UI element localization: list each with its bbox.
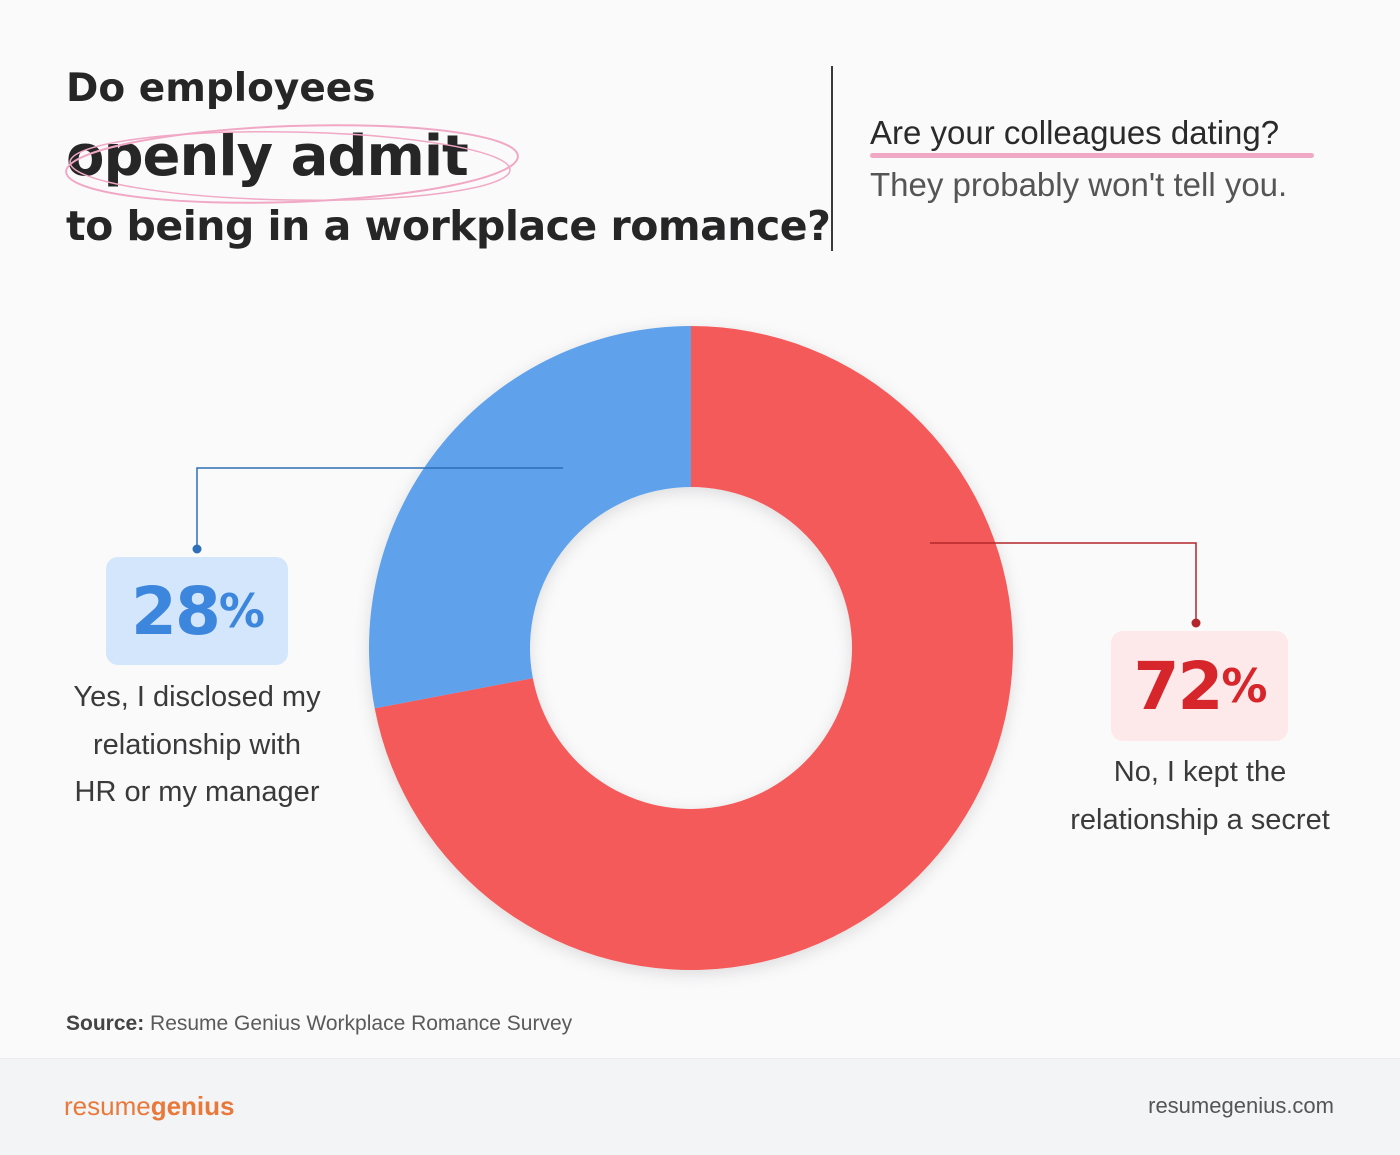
- description-no: No, I kept the relationship a secret: [1040, 749, 1360, 844]
- value-unit-no: %: [1221, 659, 1267, 713]
- description-no-line-2: relationship a secret: [1070, 803, 1330, 836]
- highlight-ellipse-icon: [65, 124, 519, 204]
- value-badge-yes: 28%: [106, 557, 288, 665]
- value-label-yes: 28: [131, 572, 221, 650]
- donut-slice-no: [374, 326, 1013, 971]
- footer: resumegenius resumegenius.com: [0, 1058, 1400, 1155]
- title-line-2: openly admit: [66, 124, 469, 189]
- description-no-line-1: No, I kept the: [1113, 756, 1287, 788]
- source-note: Source: Resume Genius Workplace Romance …: [66, 1012, 572, 1036]
- leader-line-yes: [196, 467, 563, 548]
- leader-dot-no: [1191, 618, 1201, 628]
- value-badge-no: 72%: [1111, 631, 1288, 741]
- description-yes-line-2: relationship with: [93, 728, 301, 761]
- brand-logo-light: resume: [64, 1091, 151, 1121]
- brand-logo-bold: genius: [150, 1091, 235, 1121]
- header-divider: [831, 66, 833, 251]
- description-yes-line-1: Yes, I disclosed my: [73, 681, 321, 713]
- leader-line-no: [930, 542, 1197, 622]
- title-line-1: Do employees: [66, 66, 376, 111]
- subtitle-question: Are your colleagues dating?: [870, 114, 1280, 151]
- title-line-3: to being in a workplace romance?: [66, 202, 831, 250]
- website-link[interactable]: resumegenius.com: [1148, 1093, 1334, 1118]
- source-text: Resume Genius Workplace Romance Survey: [150, 1012, 573, 1035]
- source-label: Source:: [66, 1012, 145, 1035]
- subtitle-answer: They probably won't tell you.: [870, 166, 1288, 203]
- leader-dot-yes: [192, 544, 202, 554]
- description-yes: Yes, I disclosed my relationship with HR…: [30, 674, 364, 817]
- description-yes-line-3: HR or my manager: [74, 776, 320, 808]
- donut-slice-yes: [369, 326, 691, 709]
- brand-logo[interactable]: resumegenius: [64, 1091, 235, 1122]
- value-unit-yes: %: [218, 584, 265, 638]
- value-label-no: 72: [1133, 647, 1224, 725]
- subtitle-underline: [870, 153, 1314, 158]
